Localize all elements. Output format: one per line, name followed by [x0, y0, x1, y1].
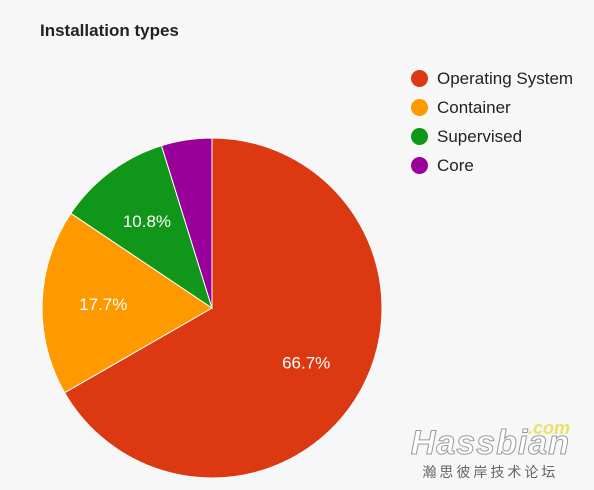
slice-data-label: 66.7% — [282, 353, 330, 372]
watermark: .com Hassbian 瀚思彼岸技术论坛 — [410, 418, 570, 482]
pie-slice-container[interactable] — [41, 212, 213, 394]
watermark-subtitle: 瀚思彼岸技术论坛 — [422, 465, 559, 481]
slice-data-label: 17.7% — [79, 295, 127, 314]
legend-swatch — [411, 70, 428, 87]
chart-title: Installation types — [40, 21, 179, 40]
legend-swatch — [411, 128, 428, 145]
pie-slice-supervised[interactable] — [70, 145, 213, 310]
legend-label: Operating System — [437, 68, 574, 88]
legend-swatch — [411, 157, 428, 174]
legend-label: Core — [437, 155, 474, 175]
chart-legend: Operating System Container Supervised Co… — [411, 64, 573, 180]
watermark-suffix: .com — [527, 418, 570, 438]
legend-item-core[interactable]: Core — [411, 151, 573, 180]
legend-item-container[interactable]: Container — [411, 93, 573, 122]
legend-label: Supervised — [437, 126, 523, 146]
legend-swatch — [411, 99, 428, 116]
watermark-logo: Hassbian — [410, 424, 570, 463]
legend-label: Container — [437, 97, 511, 117]
legend-item-operating-system[interactable]: Operating System — [411, 64, 573, 93]
pie-slice-operating-system[interactable] — [63, 137, 383, 479]
slice-data-label: 10.8% — [123, 212, 171, 231]
legend-item-supervised[interactable]: Supervised — [411, 122, 573, 151]
pie-slice-core[interactable] — [160, 137, 213, 309]
